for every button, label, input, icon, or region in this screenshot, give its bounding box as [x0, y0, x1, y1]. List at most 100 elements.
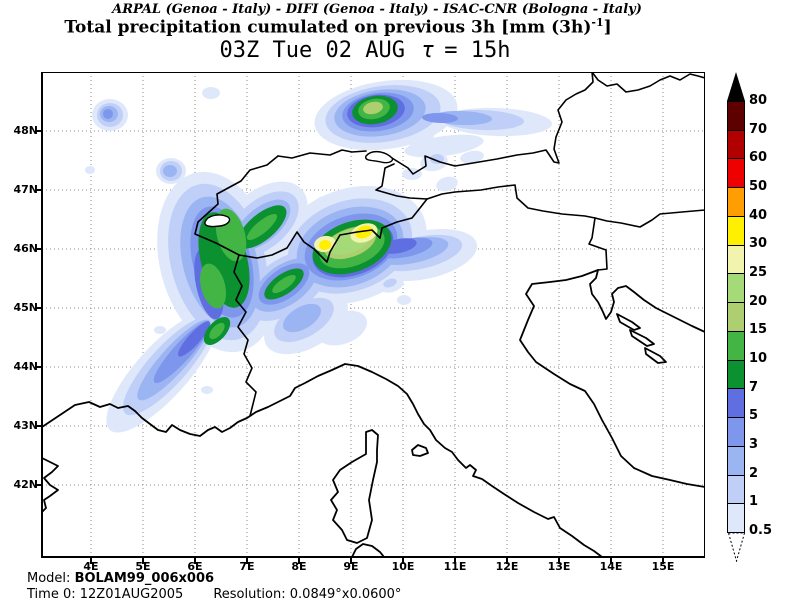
grid-lines [42, 72, 705, 557]
precipitation-field [85, 79, 552, 433]
colorbar-segment-25 [728, 245, 744, 275]
x-axis-label: 12E [495, 560, 519, 573]
precip-contour-0.5mm [202, 87, 220, 99]
border-france-switzerland [194, 155, 279, 256]
valid-time-line: 03Z Tue 02 AUG τ = 15h [0, 38, 730, 63]
colorbar-segment-50 [728, 159, 744, 189]
colorbar-label: 70 [749, 121, 768, 137]
colorbar-segment-70 [728, 102, 744, 131]
model-value: BOLAM99_006x006 [74, 571, 215, 586]
border-italy-slovenia [588, 217, 608, 271]
map-title-exponent: -1 [591, 16, 604, 29]
precip-contour-0.5mm [201, 386, 213, 394]
precip-contour-0.5mm [312, 195, 336, 209]
precip-contour-10mm [209, 322, 225, 340]
x-axis-label: 7E [239, 560, 255, 573]
colorbar-label: 80 [749, 93, 768, 108]
x-axis-label: 6E [187, 560, 203, 573]
precip-contour-5mm [177, 321, 211, 357]
coastline-liguria-tyrrhenian [41, 363, 603, 558]
footer-time-line: Time 0: 12Z01AUG2005 Resolution: 0.0849°x… [27, 587, 401, 602]
coastlines [41, 269, 705, 558]
colorbar-segment-0.5 [728, 504, 744, 533]
colorbar-label: 5 [749, 408, 759, 424]
coastline-istria [589, 269, 705, 333]
border-czech-austria [591, 72, 705, 93]
y-axis-label: 45N [13, 301, 38, 314]
x-axis-label: 9E [343, 560, 359, 573]
colorbar-overflow-arrow-icon [727, 72, 745, 101]
precip-contour-30mm [319, 239, 331, 251]
colorbar-label: 15 [749, 322, 768, 338]
colorbar-label: 3 [749, 437, 759, 452]
precip-contour-10mm [199, 263, 227, 309]
x-axis-label: 13E [547, 560, 571, 573]
colorbar-label: 2 [749, 465, 759, 481]
precip-contour-3mm [422, 112, 458, 124]
colorbar-scale [727, 101, 745, 533]
colorbar-segment-30 [728, 216, 744, 246]
time-value: 12Z01AUG2005 [79, 587, 184, 602]
border-switzerland-germany [277, 149, 367, 159]
x-axis-label: 5E [135, 560, 151, 573]
colorbar-underflow-funnel-icon [728, 533, 746, 562]
colorbar-segment-5 [728, 389, 744, 419]
coastline-adriatic [519, 269, 705, 488]
colorbar-segment-15 [728, 303, 744, 332]
resolution-label: Resolution: [213, 587, 286, 602]
croatian-island [616, 313, 641, 331]
precip-contour-0.5mm [460, 150, 484, 164]
coastline-corsica [330, 429, 379, 544]
precip-contour-1mm [383, 278, 397, 288]
colorbar-label: 20 [749, 293, 768, 309]
colorbar: 80 70 60 50 40 30 25 20 15 10 7 5 3 2 1 0.5 [727, 72, 792, 562]
precip-contour-2mm [283, 303, 321, 333]
colorbar-label: 7 [749, 379, 759, 395]
colorbar-label: 60 [749, 150, 768, 166]
map-plot [35, 72, 705, 564]
valid-time: 03Z Tue 02 AUG [219, 38, 405, 63]
croatian-island [644, 347, 667, 364]
map-title-text: Total precipitation cumulated on previou… [64, 17, 592, 38]
y-axis-label: 47N [13, 183, 38, 196]
colorbar-label: 40 [749, 207, 768, 223]
border-austria-italy [426, 184, 596, 219]
precip-contour-0.5mm [154, 326, 166, 334]
precip-contour-10mm [272, 274, 296, 294]
tau-symbol: τ [420, 38, 435, 63]
y-axis-label: 43N [13, 419, 38, 432]
precip-contour-0.5mm [397, 295, 411, 305]
x-axis-label: 11E [443, 560, 467, 573]
colorbar-segment-1 [728, 475, 744, 505]
y-axis-label: 46N [13, 242, 38, 255]
border-switzerland-austria [375, 163, 428, 200]
x-axis-label: 10E [391, 560, 415, 573]
border-austria-slovenia [594, 209, 705, 228]
y-axis-label: 48N [13, 124, 38, 137]
coastline-sardinia [351, 543, 385, 558]
colorbar-label: 10 [749, 351, 768, 366]
lake-constance [365, 151, 394, 164]
national-borders [194, 72, 705, 417]
colorbar-segment-10 [728, 331, 744, 361]
x-axis-label: 8E [291, 560, 307, 573]
x-axis-label: 4E [83, 560, 99, 573]
lake-geneva [204, 214, 231, 228]
precip-contour-0.5mm [436, 176, 458, 192]
colorbar-segment-40 [728, 188, 744, 217]
x-axis-label: 15E [651, 560, 675, 573]
axis-ticks [35, 130, 664, 564]
plot-frame [41, 72, 705, 558]
colorbar-label: 0.5 [749, 523, 773, 538]
header-institutions: ARPAL (Genoa - Italy) - DIFI (Genoa - It… [112, 2, 642, 17]
map-title-bracket: ] [603, 17, 612, 38]
coastline-spain [41, 457, 59, 513]
x-axis-label: 14E [599, 560, 623, 573]
colorbar-segment-60 [728, 130, 744, 160]
colorbar-segment-3 [728, 418, 744, 447]
footer-model-line: Model: BOLAM99_006x006 [27, 571, 214, 586]
colorbar-segment-20 [728, 274, 744, 304]
precip-contour-0.5mm [85, 166, 95, 174]
y-axis-label: 42N [13, 478, 38, 491]
